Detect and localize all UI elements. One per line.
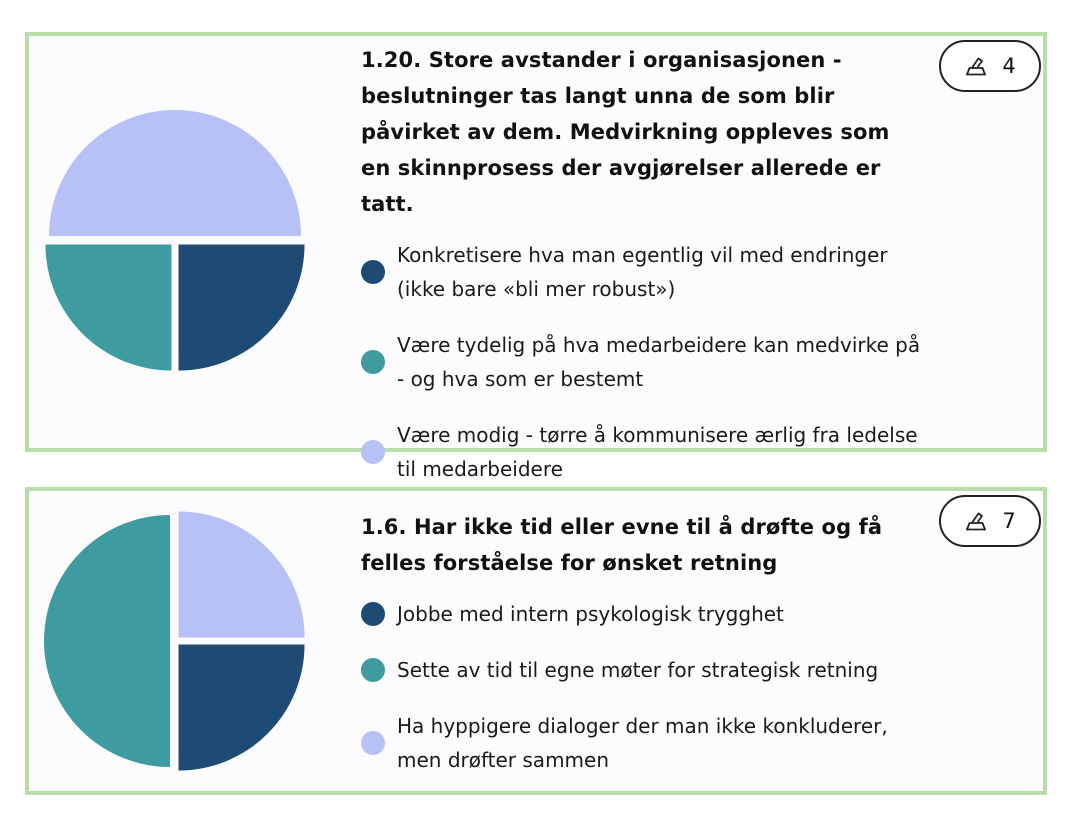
card-content: 1.20. Store avstander i organisasjonen -… [361, 42, 921, 508]
question-card-1-20: 1.20. Store avstander i organisasjonen -… [25, 32, 1047, 481]
legend-item: Sette av tid til egne møter for strategi… [361, 653, 921, 687]
card-title: 1.6. Har ikke tid eller evne til å drøft… [361, 515, 883, 575]
legend-label: Sette av tid til egne møter for strategi… [397, 658, 879, 682]
legend-item: Konkretisere hva man egentlig vil med en… [361, 238, 921, 306]
legend-swatch-teal [361, 658, 385, 682]
vote-count-badge[interactable]: 7 [939, 495, 1041, 547]
pie-slice-dark-blue [178, 244, 305, 371]
ballot-box-icon [966, 57, 987, 76]
legend-swatch-lavender [361, 440, 385, 464]
vote-count: 7 [1002, 509, 1016, 533]
legend-swatch-teal [361, 350, 385, 374]
legend-swatch-lavender [361, 731, 385, 755]
legend-label: Jobbe med intern psykologisk trygghet [397, 602, 784, 626]
legend-label: Være tydelig på hva medarbeidere kan med… [397, 333, 921, 391]
legend-item: Være tydelig på hva medarbeidere kan med… [361, 328, 921, 396]
vote-count-badge[interactable]: 4 [939, 40, 1041, 92]
legend: Jobbe med intern psykologisk trygghet Se… [361, 597, 921, 777]
pie-slice-teal [45, 244, 172, 371]
legend-swatch-dark-blue [361, 602, 385, 626]
legend-label: Være modig - tørre å kommunisere ærlig f… [397, 423, 918, 481]
question-card-1-6: 1.6. Har ikke tid eller evne til å drøft… [25, 487, 1047, 795]
legend-item: Ha hyppigere dialoger der man ikke konkl… [361, 709, 921, 777]
pie-chart-1-6 [44, 511, 305, 771]
legend-item: Jobbe med intern psykologisk trygghet [361, 597, 921, 631]
pie-slice-lavender [49, 110, 301, 236]
pie-slice-lavender [178, 511, 305, 638]
legend-item: Være modig - tørre å kommunisere ærlig f… [361, 418, 921, 486]
ballot-box-icon [966, 512, 987, 531]
vote-count: 4 [1002, 54, 1016, 78]
pie-slice-teal [44, 515, 170, 767]
card-content: 1.6. Har ikke tid eller evne til å drøft… [361, 509, 921, 799]
legend-label: Konkretisere hva man egentlig vil med en… [397, 243, 888, 301]
legend: Konkretisere hva man egentlig vil med en… [361, 238, 921, 486]
card-title: 1.20. Store avstander i organisasjonen -… [361, 48, 890, 216]
pie-chart-1-20 [45, 110, 305, 371]
pie-slice-dark-blue [178, 644, 305, 771]
legend-label: Ha hyppigere dialoger der man ikke konkl… [397, 714, 888, 772]
legend-swatch-dark-blue [361, 260, 385, 284]
